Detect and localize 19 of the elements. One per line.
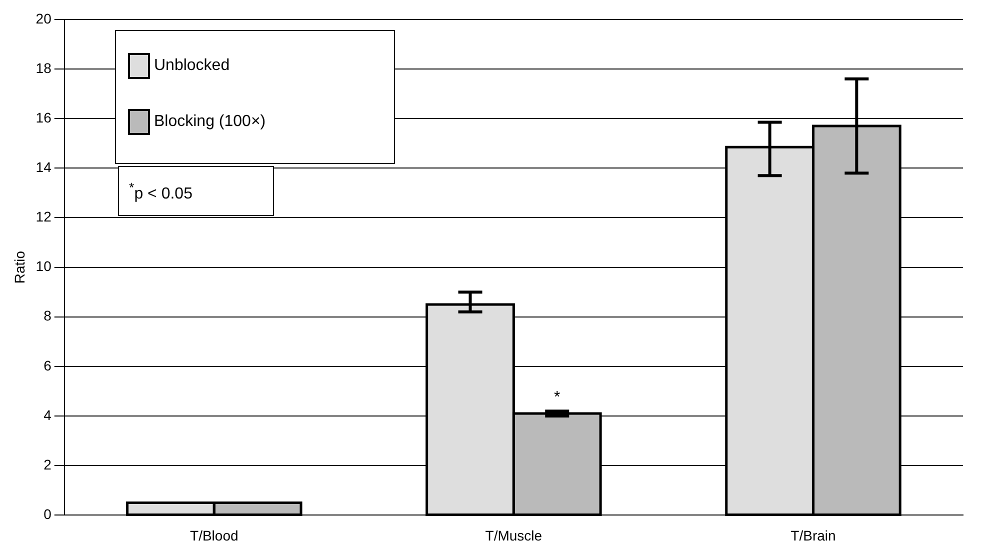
y-tick-label: 16 [36, 109, 52, 126]
y-tick-label: 4 [44, 406, 52, 423]
note-box: $^{*}$p < 0.05 [118, 166, 274, 216]
x-tick-label: T/Blood [190, 527, 238, 544]
x-tick-label: T/Brain [790, 527, 836, 544]
y-tick-label: 8 [44, 308, 52, 324]
y-tick-label: 0 [44, 506, 52, 522]
y-tick-label: 18 [36, 60, 52, 76]
y-tick-label: 14 [36, 159, 52, 175]
legend-label: Unblocked [154, 57, 230, 75]
legend-label: Blocking (100×) [154, 113, 266, 131]
y-axis-title: Ratio [11, 250, 28, 284]
x-tick-label: T/Muscle [485, 527, 542, 544]
y-tick-label: 20 [36, 10, 52, 26]
y-tick-label: 2 [44, 456, 52, 472]
y-tick-label: 10 [36, 258, 52, 274]
y-tick-label: 12 [36, 208, 52, 225]
annotation: * [554, 389, 560, 406]
y-tick-label: 6 [44, 357, 52, 374]
